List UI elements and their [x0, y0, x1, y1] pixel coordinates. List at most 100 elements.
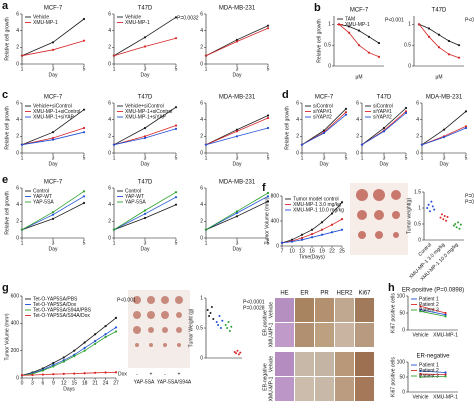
- x-tick-label: 25: [339, 248, 345, 254]
- x-tick-label: 3: [323, 155, 326, 161]
- point: [143, 136, 147, 140]
- point: [20, 374, 24, 377]
- point: [419, 308, 422, 311]
- point: [174, 127, 178, 130]
- legend-label: siYAP#2: [373, 114, 392, 120]
- point: [300, 233, 304, 236]
- x-tick-label: 16: [309, 248, 315, 254]
- y-tick-label: 2: [108, 45, 111, 51]
- point: [340, 228, 344, 231]
- point: [51, 217, 55, 220]
- point: [235, 128, 239, 131]
- point: [266, 24, 270, 27]
- point: [439, 216, 442, 219]
- y-tick-label: 6: [108, 11, 111, 17]
- point: [41, 369, 44, 372]
- y-tick-label: 2: [108, 219, 111, 225]
- series-line: [420, 376, 446, 378]
- legend-label: XMU-MP-1+siYAP: [125, 114, 167, 120]
- point: [444, 375, 447, 378]
- chart-title: MCF-7: [350, 8, 369, 14]
- x-axis-label: Day: [49, 246, 58, 252]
- point: [419, 310, 422, 313]
- legend-label: siYAP#1: [313, 109, 332, 115]
- point: [52, 365, 55, 368]
- point: [51, 138, 55, 141]
- x-tick-label: 5: [83, 240, 86, 246]
- point: [464, 110, 468, 113]
- point: [266, 116, 270, 120]
- dox-label: Dox: [118, 371, 127, 377]
- point: [143, 209, 147, 212]
- x-tick-label: 24: [103, 380, 109, 386]
- y-tick-label: 400: [271, 218, 280, 224]
- axis: [413, 16, 464, 67]
- y-tick-label: 0: [16, 235, 19, 241]
- x-tick-label: 3: [443, 155, 446, 161]
- point: [212, 318, 215, 320]
- y-axis-label: Relative cell growth: [284, 106, 290, 150]
- annotation: P<0.001: [465, 17, 474, 23]
- y-tick-label: 4: [16, 28, 19, 34]
- y-tick-label: 1: [418, 205, 421, 211]
- y-tick-label: 0: [108, 235, 111, 241]
- y-axis-label: Relative cell growth: [4, 191, 10, 235]
- y-tick-label: 4: [200, 28, 203, 34]
- point: [143, 216, 147, 220]
- y-tick-label: 100: [397, 293, 406, 299]
- point: [266, 200, 270, 203]
- x-axis-label: Days: [63, 386, 75, 392]
- legend-label: Tet-O-YAP5SA/S94A/Dox: [33, 313, 90, 319]
- point: [217, 324, 220, 326]
- y-tick-label: 0: [16, 61, 19, 67]
- panel-label: a: [2, 0, 9, 12]
- series-line: [21, 190, 85, 231]
- point: [330, 223, 334, 226]
- point: [464, 125, 468, 128]
- point: [227, 321, 230, 323]
- y-tick-label: 1.5: [414, 189, 421, 195]
- x-axis-label: Day: [141, 72, 150, 78]
- y-tick-label: 1: [408, 22, 411, 28]
- x-tick-label: 13: [299, 248, 305, 254]
- y-tick-label: 0: [200, 355, 203, 361]
- legend-label: Patient 3: [419, 373, 439, 379]
- chart-title: MCF-7: [44, 180, 63, 186]
- dox-sign: -: [164, 371, 166, 377]
- row-treatment: XMU-MP-1: [268, 322, 274, 347]
- point: [442, 128, 446, 131]
- point: [52, 373, 55, 376]
- x-tick-label: 22: [329, 248, 335, 254]
- y-tick-label: 0: [16, 375, 19, 381]
- y-tick-label: 400: [11, 321, 20, 327]
- point: [457, 44, 461, 47]
- chart-title: T47D: [138, 95, 153, 101]
- axis: [205, 103, 268, 154]
- point: [41, 373, 44, 376]
- point: [20, 228, 24, 231]
- x-tick-label: 3: [383, 155, 386, 161]
- point: [427, 27, 431, 30]
- point: [437, 46, 441, 49]
- point: [440, 213, 443, 216]
- legend-label: YAP-5SA: [125, 199, 146, 205]
- legend-label: Vehicle: [33, 14, 49, 20]
- point: [31, 373, 34, 377]
- point: [404, 110, 408, 113]
- y-tick-label: 2: [16, 134, 19, 140]
- legend-label: Patient 2: [419, 302, 439, 308]
- y-tick-label: 6: [200, 11, 203, 17]
- panel-label: b: [314, 2, 321, 14]
- point: [322, 129, 326, 132]
- y-tick-label: 0.5: [404, 42, 411, 48]
- point: [51, 211, 55, 214]
- x-tick-label: 12: [61, 380, 67, 386]
- point: [114, 326, 118, 329]
- x-tick-label: 1: [361, 155, 364, 161]
- y-tick-label: 0: [328, 63, 331, 69]
- legend-label: XMU-MP-1+siControl: [125, 109, 172, 115]
- point: [382, 130, 386, 133]
- legend-label: XMU-MP-1: [125, 20, 150, 26]
- y-tick-label: 0.5: [196, 325, 203, 331]
- series-line: [21, 331, 117, 376]
